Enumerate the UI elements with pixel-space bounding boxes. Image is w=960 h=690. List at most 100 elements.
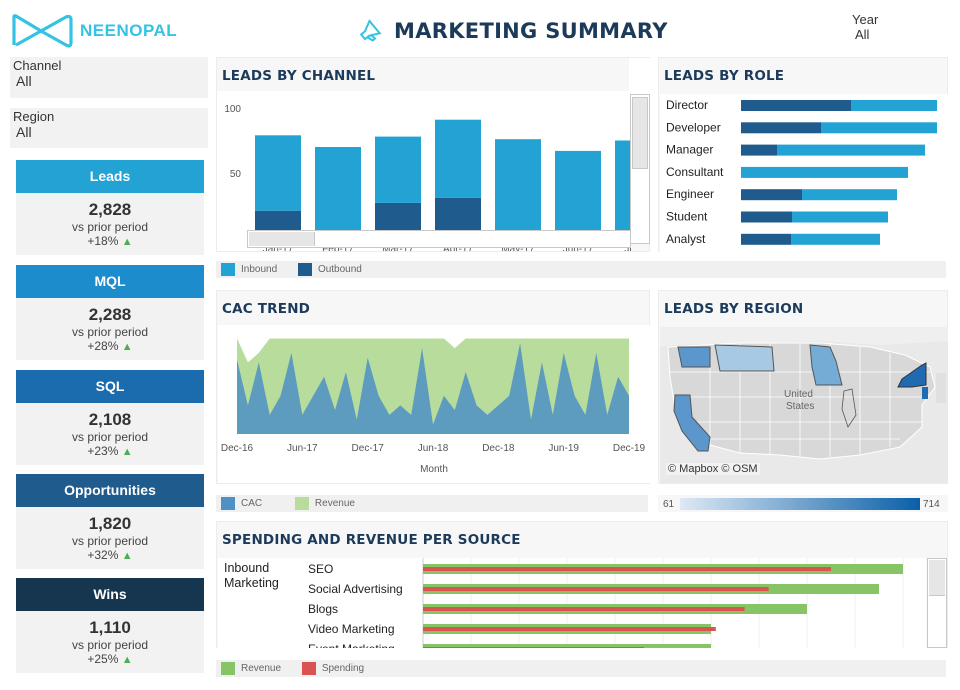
- map-country-label-2: States: [786, 401, 814, 412]
- kpi-card-opportunities: Opportunities 1,820 vs prior period +32% ▲: [16, 474, 204, 569]
- legend-item-revenue[interactable]: Revenue: [294, 497, 355, 510]
- x-tick-label: Jun-18: [418, 443, 449, 454]
- bar-outbound[interactable]: [741, 189, 802, 201]
- bar-outbound[interactable]: [741, 233, 791, 245]
- role-label: Engineer: [666, 187, 714, 201]
- bar-inbound[interactable]: [555, 150, 601, 238]
- channel-horizontal-scrollbar[interactable]: [247, 230, 631, 248]
- spending-vertical-scrollbar[interactable]: [927, 558, 947, 648]
- kpi-title: Leads: [16, 160, 204, 193]
- region-color-scale: 61 714: [658, 495, 948, 512]
- legend-item-inbound[interactable]: Inbound: [221, 263, 278, 276]
- bar-outbound[interactable]: [741, 211, 792, 223]
- bar-spending[interactable]: [423, 647, 644, 648]
- cac-trend-title: CAC TREND: [222, 301, 311, 317]
- brand-logo: [11, 12, 75, 50]
- leads-by-region-title: LEADS BY REGION: [664, 301, 804, 317]
- kpi-delta: +28% ▲: [16, 339, 204, 354]
- spending-group-label: Inbound Marketing: [224, 561, 279, 590]
- kpi-value: 1,110: [89, 618, 131, 637]
- legend-item-cac[interactable]: CAC: [221, 497, 263, 510]
- bar-inbound[interactable]: [851, 100, 937, 111]
- channel-filter-value[interactable]: All: [16, 73, 32, 89]
- spending-legend: Revenue Spending: [216, 660, 946, 677]
- kpi-body: 1,110 vs prior period +25% ▲: [16, 611, 204, 673]
- bar-outbound[interactable]: [741, 122, 821, 134]
- bar-outbound[interactable]: [741, 144, 777, 156]
- scale-min-label: 61: [663, 499, 675, 510]
- year-filter[interactable]: Year All: [852, 12, 932, 42]
- kpi-delta-value: +25%: [87, 652, 119, 666]
- legend-item-outbound[interactable]: Outbound: [297, 263, 362, 276]
- up-triangle-icon: ▲: [121, 341, 133, 353]
- channel-hscroll-thumb[interactable]: [249, 232, 315, 246]
- y-tick-label: 50: [230, 169, 242, 180]
- bar-spending[interactable]: [423, 627, 716, 631]
- source-label: Event Marketing: [308, 642, 395, 648]
- kpi-body: 2,288 vs prior period +28% ▲: [16, 298, 204, 360]
- up-triangle-icon: ▲: [121, 236, 133, 248]
- kpi-title: Opportunities: [16, 474, 204, 507]
- kpi-delta-value: +18%: [87, 234, 119, 248]
- region-filter-value[interactable]: All: [16, 124, 32, 140]
- bar-inbound[interactable]: [435, 119, 481, 198]
- bar-inbound[interactable]: [791, 233, 880, 245]
- role-label: Analyst: [666, 232, 706, 246]
- kpi-title: Wins: [16, 578, 204, 611]
- bar-inbound[interactable]: [375, 136, 421, 203]
- kpi-card-wins: Wins 1,110 vs prior period +25% ▲: [16, 578, 204, 673]
- bar-inbound[interactable]: [821, 122, 937, 134]
- leads-by-role-title: LEADS BY ROLE: [664, 68, 785, 84]
- bar-inbound[interactable]: [255, 135, 301, 211]
- region-filter[interactable]: Region All: [10, 108, 208, 148]
- channel-vscroll-thumb[interactable]: [632, 97, 648, 169]
- bar-inbound[interactable]: [777, 144, 925, 156]
- legend-item-revenue-spend[interactable]: Revenue: [221, 662, 281, 675]
- map-attribution[interactable]: © Mapbox © OSM: [666, 463, 760, 475]
- kpi-body: 2,108 vs prior period +23% ▲: [16, 403, 204, 465]
- channel-filter[interactable]: Channel All: [10, 57, 208, 98]
- up-triangle-icon: ▲: [121, 446, 133, 458]
- spending-vscroll-thumb[interactable]: [929, 560, 945, 596]
- x-tick-label: Jun-17: [287, 443, 318, 454]
- x-tick-label: Dec-16: [221, 443, 254, 454]
- year-filter-value[interactable]: All: [855, 27, 870, 42]
- kpi-value: 2,108: [88, 410, 132, 429]
- scale-gradient: [680, 498, 920, 510]
- role-label: Developer: [666, 120, 721, 134]
- bar-inbound[interactable]: [802, 189, 897, 201]
- bar-spending[interactable]: [423, 587, 769, 591]
- kpi-subtitle: vs prior period: [71, 430, 149, 444]
- us-map[interactable]: United States © Mapbox © OSM: [660, 327, 948, 483]
- up-triangle-icon: ▲: [121, 654, 133, 666]
- panel-gap: [629, 58, 650, 94]
- bar-inbound[interactable]: [315, 147, 361, 238]
- kpi-body: 1,820 vs prior period +32% ▲: [16, 507, 204, 569]
- spending-body: Inbound Marketing SEO Social Advertising B…: [218, 558, 926, 648]
- bar-inbound[interactable]: [792, 211, 888, 223]
- kpi-delta-value: +32%: [87, 548, 119, 562]
- scale-max-label: 714: [923, 499, 940, 510]
- leads-by-role-panel: LEADS BY ROLE Director Developer Manager Co…: [658, 57, 948, 252]
- area-cac[interactable]: [237, 343, 629, 434]
- role-label: Director: [666, 98, 708, 112]
- leads-by-channel-title: LEADS BY CHANNEL: [222, 68, 376, 84]
- legend-label: CAC: [241, 498, 263, 510]
- spending-chart: SEO Social Advertising Blogs Video Marketin…: [308, 558, 904, 648]
- leads-by-region-panel: LEADS BY REGION: [658, 290, 948, 484]
- channel-vertical-scrollbar[interactable]: [630, 94, 650, 244]
- cac-trend-legend: CAC Revenue: [216, 495, 648, 512]
- bar-outbound[interactable]: [741, 100, 851, 111]
- bar-spending[interactable]: [423, 567, 831, 571]
- legend-label: Inbound: [241, 264, 278, 276]
- bar-revenue[interactable]: [423, 644, 711, 648]
- megaphone-icon: [357, 18, 383, 44]
- bar-inbound[interactable]: [615, 140, 631, 239]
- cac-trend-panel: CAC TREND Dec-16 Jun-17 Dec-17 Jun-18 Dec-18…: [216, 290, 650, 484]
- bar-inbound[interactable]: [741, 166, 908, 178]
- leads-by-channel-legend: Inbound Outbound: [216, 261, 946, 278]
- kpi-delta-value: +28%: [87, 339, 119, 353]
- legend-item-spending[interactable]: Spending: [301, 662, 364, 675]
- bar-inbound[interactable]: [495, 139, 541, 238]
- bar-spending[interactable]: [423, 607, 745, 611]
